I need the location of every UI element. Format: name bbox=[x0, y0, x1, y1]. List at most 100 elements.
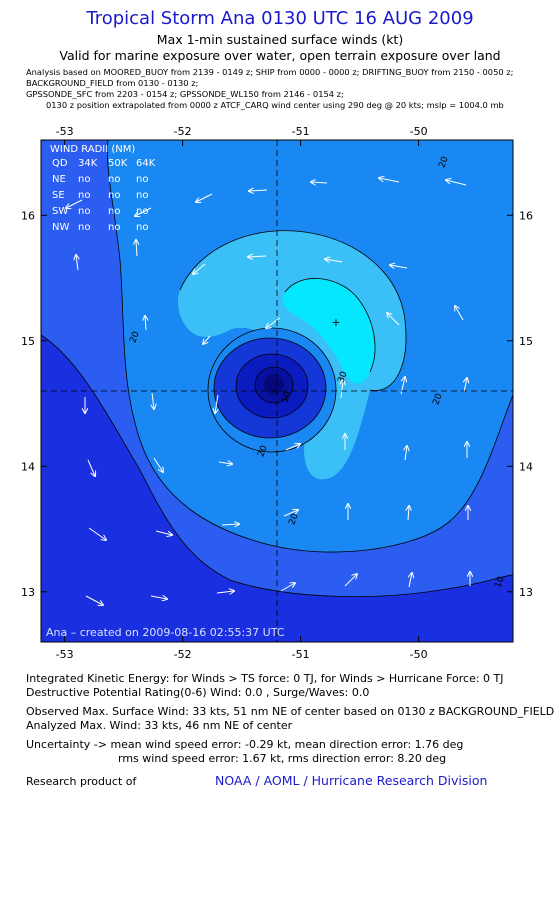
x-tick-label-top: -50 bbox=[410, 125, 428, 138]
wind-vector-arrow bbox=[285, 444, 300, 451]
y-tick-label-left: 16 bbox=[21, 209, 35, 222]
wind-vector-arrow bbox=[215, 394, 218, 413]
contour-label: 20 bbox=[287, 512, 300, 526]
x-tick-label-bottom: -53 bbox=[56, 648, 74, 661]
wind-vector-arrow bbox=[455, 306, 464, 321]
contour-label: 20 bbox=[128, 330, 141, 344]
observed-max-line: Observed Max. Surface Wind: 33 kts, 51 n… bbox=[26, 705, 555, 718]
credit-text: Ana – created on 2009-08-16 02:55:37 UTC bbox=[46, 626, 285, 639]
position-note: 0130 z position extrapolated from 0000 z… bbox=[46, 100, 504, 110]
y-tick-label-right: 13 bbox=[519, 586, 533, 599]
wind-radii-cell: no bbox=[136, 174, 148, 185]
wind-vector-arrow bbox=[153, 457, 163, 472]
wind-vector-arrow bbox=[341, 380, 343, 399]
y-tick-label-left: 15 bbox=[21, 335, 35, 348]
wind-radii-cell: no bbox=[108, 190, 120, 201]
dpr-line: Destructive Potential Rating(0-6) Wind: … bbox=[26, 686, 370, 699]
wind-radii-cell: no bbox=[136, 222, 148, 233]
wind-vector-arrow bbox=[135, 207, 152, 216]
wind-vector-arrow bbox=[405, 446, 407, 461]
wind-vector-arrow bbox=[379, 178, 400, 183]
wind-radii-header: QD bbox=[52, 158, 68, 169]
contour-label: 10 bbox=[280, 390, 293, 404]
x-tick-label-bottom: -51 bbox=[292, 648, 310, 661]
wind-radii-cell: no bbox=[78, 206, 90, 217]
wind-radii-cell: no bbox=[78, 222, 90, 233]
x-tick-label-top: -51 bbox=[292, 125, 310, 138]
wind-vector-arrow bbox=[85, 595, 103, 605]
wind-vector-arrow bbox=[464, 378, 467, 393]
wind-radii-cell: no bbox=[108, 222, 120, 233]
x-tick-label-top: -53 bbox=[56, 125, 74, 138]
contour-labels: 20 20 20 20 30 10 20 10 bbox=[128, 155, 506, 589]
research-org: NOAA / AOML / Hurricane Research Divisio… bbox=[215, 773, 488, 788]
x-tick-label-top: -52 bbox=[174, 125, 192, 138]
contour-label: 10 bbox=[493, 575, 506, 589]
wind-vector-arrow bbox=[155, 530, 172, 535]
y-tick-label-left: 14 bbox=[21, 460, 35, 473]
wind-radii-header: 64K bbox=[136, 158, 156, 169]
analyzed-max-line: Analyzed Max. Wind: 33 kts, 46 nm NE of … bbox=[26, 719, 293, 732]
wind-radii-cell: no bbox=[78, 190, 90, 201]
wind-vector-arrow bbox=[136, 240, 137, 257]
contour-band-40 bbox=[282, 278, 375, 384]
wind-vector-arrow bbox=[87, 459, 95, 476]
y-tick-label-left: 13 bbox=[21, 586, 35, 599]
x-tick-label-bottom: -50 bbox=[410, 648, 428, 661]
wind-vector-arrow bbox=[221, 524, 239, 525]
wind-vector-arrow bbox=[266, 317, 281, 328]
wind-radii-header: 50K bbox=[108, 158, 128, 169]
wind-vector-arrow bbox=[145, 316, 146, 331]
max-wind-marker: + bbox=[331, 316, 340, 329]
uncertainty-line-1: Uncertainty -> mean wind speed error: -0… bbox=[26, 738, 464, 751]
wind-vector-arrow bbox=[280, 583, 295, 592]
wind-vector-arrow bbox=[193, 263, 206, 274]
wind-radii-cell: NW bbox=[52, 222, 69, 233]
wind-radii-title: WIND RADII (NM) bbox=[50, 144, 135, 155]
wind-radii-cell: no bbox=[136, 206, 148, 217]
wind-vector-arrow bbox=[387, 313, 400, 326]
wind-vector-arrow bbox=[152, 392, 154, 409]
y-tick-label-right: 14 bbox=[519, 460, 533, 473]
contour-field: + bbox=[41, 140, 513, 642]
y-tick-label-right: 16 bbox=[519, 209, 533, 222]
wind-vector-arrow bbox=[203, 335, 211, 344]
research-label: Research product of bbox=[26, 775, 137, 788]
wind-vector-arrow bbox=[325, 259, 343, 262]
analysis-sources-line-1: Analysis based on MOORED_BUOY from 2139 … bbox=[26, 67, 514, 77]
wind-vector-arrow bbox=[408, 506, 409, 521]
contour-label: 20 bbox=[437, 155, 450, 169]
core-ring-5 bbox=[264, 374, 284, 394]
wind-radii-cell: NE bbox=[52, 174, 66, 185]
x-tick-label-bottom: -52 bbox=[174, 648, 192, 661]
subtitle-line-1: Max 1-min sustained surface winds (kt) bbox=[156, 32, 404, 47]
ike-line: Integrated Kinetic Energy: for Winds > T… bbox=[26, 672, 504, 685]
wind-vector-arrow bbox=[344, 574, 357, 587]
analysis-sources-line-2: BACKGROUND_FIELD from 0130 - 0130 z; bbox=[26, 78, 199, 88]
y-tick-label-right: 15 bbox=[519, 335, 533, 348]
analysis-sources-line-3: GPSSONDE_SFC from 2203 - 0154 z; GPSSOND… bbox=[26, 89, 344, 99]
axes: -53 -53 -52 -52 -51 -51 -50 -50 16 16 15 15 14 14 13 13 bbox=[21, 125, 533, 661]
contour-lines bbox=[41, 140, 513, 597]
wind-radii-cell: no bbox=[108, 206, 120, 217]
wind-vector-arrow bbox=[446, 180, 467, 186]
wind-radii-cell: SW bbox=[52, 206, 68, 217]
uncertainty-line-2: rms wind speed error: 1.67 kt, rms direc… bbox=[118, 752, 447, 765]
center-crosshair bbox=[41, 140, 513, 642]
wind-radii-cell: SE bbox=[52, 190, 65, 201]
wind-vector-arrow bbox=[196, 193, 213, 202]
wind-radii-header: 34K bbox=[78, 158, 98, 169]
wind-vector-arrow bbox=[76, 255, 78, 271]
wind-vector-arrow bbox=[150, 596, 167, 599]
contour-label: 20 bbox=[431, 392, 444, 406]
wind-vector-arrow bbox=[409, 573, 412, 588]
wind-radii-table: WIND RADII (NM) QD 34K 50K 64K NE no no no SE no no… bbox=[50, 144, 156, 233]
wind-radii-cell: no bbox=[136, 190, 148, 201]
wind-radii-cell: no bbox=[108, 174, 120, 185]
page-title: Tropical Storm Ana 0130 UTC 16 AUG 2009 bbox=[86, 8, 474, 29]
wind-vector-arrow bbox=[390, 265, 408, 268]
wind-vector-arrow bbox=[249, 190, 268, 191]
wind-vector-arrow bbox=[66, 199, 83, 208]
wind-vector-arrow bbox=[311, 182, 328, 183]
